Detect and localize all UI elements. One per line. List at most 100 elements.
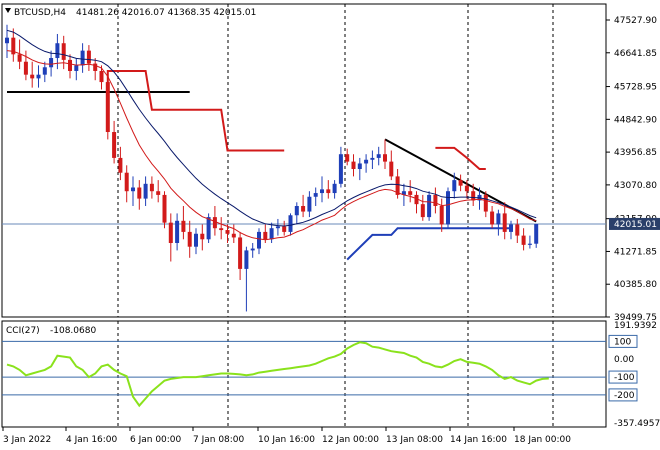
candle-body	[294, 206, 299, 216]
candle-body	[464, 185, 469, 192]
time-tick-label: 12 Jan 00:00	[322, 435, 379, 445]
moving-averages	[6, 29, 537, 241]
price-tick-label: 41271.85	[614, 247, 657, 257]
candle-body	[231, 233, 236, 238]
candle-body	[332, 183, 337, 194]
blue-step-line	[346, 227, 511, 261]
cci-tick-label: -357.4957	[614, 419, 660, 429]
candle-body	[257, 231, 261, 249]
candle-body	[206, 217, 211, 240]
candle-body	[93, 63, 98, 71]
cci-level-badge	[608, 334, 638, 348]
cci-level-badge	[608, 370, 638, 384]
candle-body	[49, 58, 54, 68]
candle-body	[225, 230, 230, 234]
candle-body	[527, 243, 532, 245]
candle-body	[238, 237, 243, 269]
candle-body	[23, 61, 28, 75]
candle-body	[370, 157, 375, 160]
candle-body	[124, 172, 129, 192]
candle-body	[250, 248, 255, 251]
candle-body	[490, 211, 495, 225]
candle-body	[521, 235, 526, 245]
candle-body	[212, 217, 217, 229]
candle-body	[137, 187, 142, 199]
indicator-level-lines	[2, 340, 606, 396]
candle-body	[149, 183, 154, 192]
candle-body	[42, 67, 47, 75]
candle-body	[168, 222, 173, 244]
candle-body	[156, 191, 161, 195]
candle-body	[17, 54, 22, 62]
symbol-label: BTCUSD,H4	[14, 8, 66, 18]
time-tick-label: 6 Jan 00:00	[130, 435, 182, 445]
candle-body	[112, 132, 117, 158]
candle-body	[458, 180, 463, 186]
red-step-line	[106, 70, 285, 152]
candle-body	[181, 220, 186, 232]
candle-body	[219, 228, 224, 231]
candle-body	[433, 194, 438, 207]
time-axis: 3 Jan 2022 4 Jan 16:00 6 Jan 00:00 7 Jan 08…	[2, 427, 571, 445]
candle-body	[5, 37, 9, 44]
candle-body	[263, 231, 268, 240]
candle-body	[36, 74, 41, 79]
candle-body	[357, 163, 362, 170]
price-tick-label: 40385.80	[614, 280, 657, 290]
candle-body	[364, 159, 369, 164]
candle-body	[307, 196, 312, 212]
time-tick-label: 13 Jan 08:00	[386, 435, 443, 445]
time-tick-label: 18 Jan 00:00	[514, 435, 571, 445]
candle-body	[351, 161, 356, 170]
candle-body	[420, 204, 425, 218]
candle-body	[496, 213, 501, 225]
candle-body	[483, 194, 488, 212]
cci-tick-label: -200	[614, 391, 635, 401]
candle-body	[143, 183, 148, 199]
indicator-plot-frame	[1, 320, 607, 428]
red-step-line-late	[435, 146, 486, 170]
candle-body	[376, 154, 381, 158]
cci-name-label: CCI(27)	[6, 326, 40, 336]
candle-body	[471, 191, 476, 201]
candle-body	[446, 191, 450, 225]
candle-body	[80, 50, 85, 66]
ohlc-readout: 41481.26 42016.07 41368.35 42015.01	[76, 8, 256, 18]
time-tick-label: 7 Jan 08:00	[193, 435, 245, 445]
candle-body	[301, 206, 306, 212]
candles	[5, 24, 539, 312]
candle-body	[282, 226, 287, 232]
price-tick-label: 43070.80	[614, 181, 657, 191]
candle-body	[99, 70, 104, 83]
sort-down-triangle-icon[interactable]	[5, 8, 11, 13]
time-tick-label: 14 Jan 16:00	[450, 435, 507, 445]
candle-body	[131, 187, 135, 192]
candle-body	[326, 189, 331, 194]
candle-body	[534, 223, 539, 244]
candle-body	[61, 43, 66, 60]
candle-body	[401, 191, 406, 195]
candle-body	[74, 65, 79, 71]
candle-body	[187, 231, 192, 247]
candle-body	[338, 154, 343, 184]
price-tick-label: 39499.75	[614, 313, 657, 323]
cci-tick-label: 100	[614, 337, 631, 347]
candle-body	[86, 50, 91, 64]
candle-body	[427, 194, 432, 218]
cci-tick-label: -100	[614, 373, 635, 383]
candle-body	[389, 161, 394, 177]
candle-body	[200, 233, 205, 240]
candle-body	[288, 215, 293, 232]
candle-body	[30, 74, 35, 79]
candle-body	[515, 224, 520, 236]
cci-series	[6, 341, 549, 408]
price-tick-label: 47527.90	[614, 16, 657, 26]
time-tick-label: 10 Jan 16:00	[258, 435, 315, 445]
candle-body	[383, 154, 387, 162]
candle-body	[509, 224, 513, 232]
time-tick-label: 4 Jan 16:00	[66, 435, 118, 445]
candle-body	[162, 194, 167, 223]
candle-body	[502, 213, 507, 232]
time-tick-label: 3 Jan 2022	[3, 435, 51, 445]
